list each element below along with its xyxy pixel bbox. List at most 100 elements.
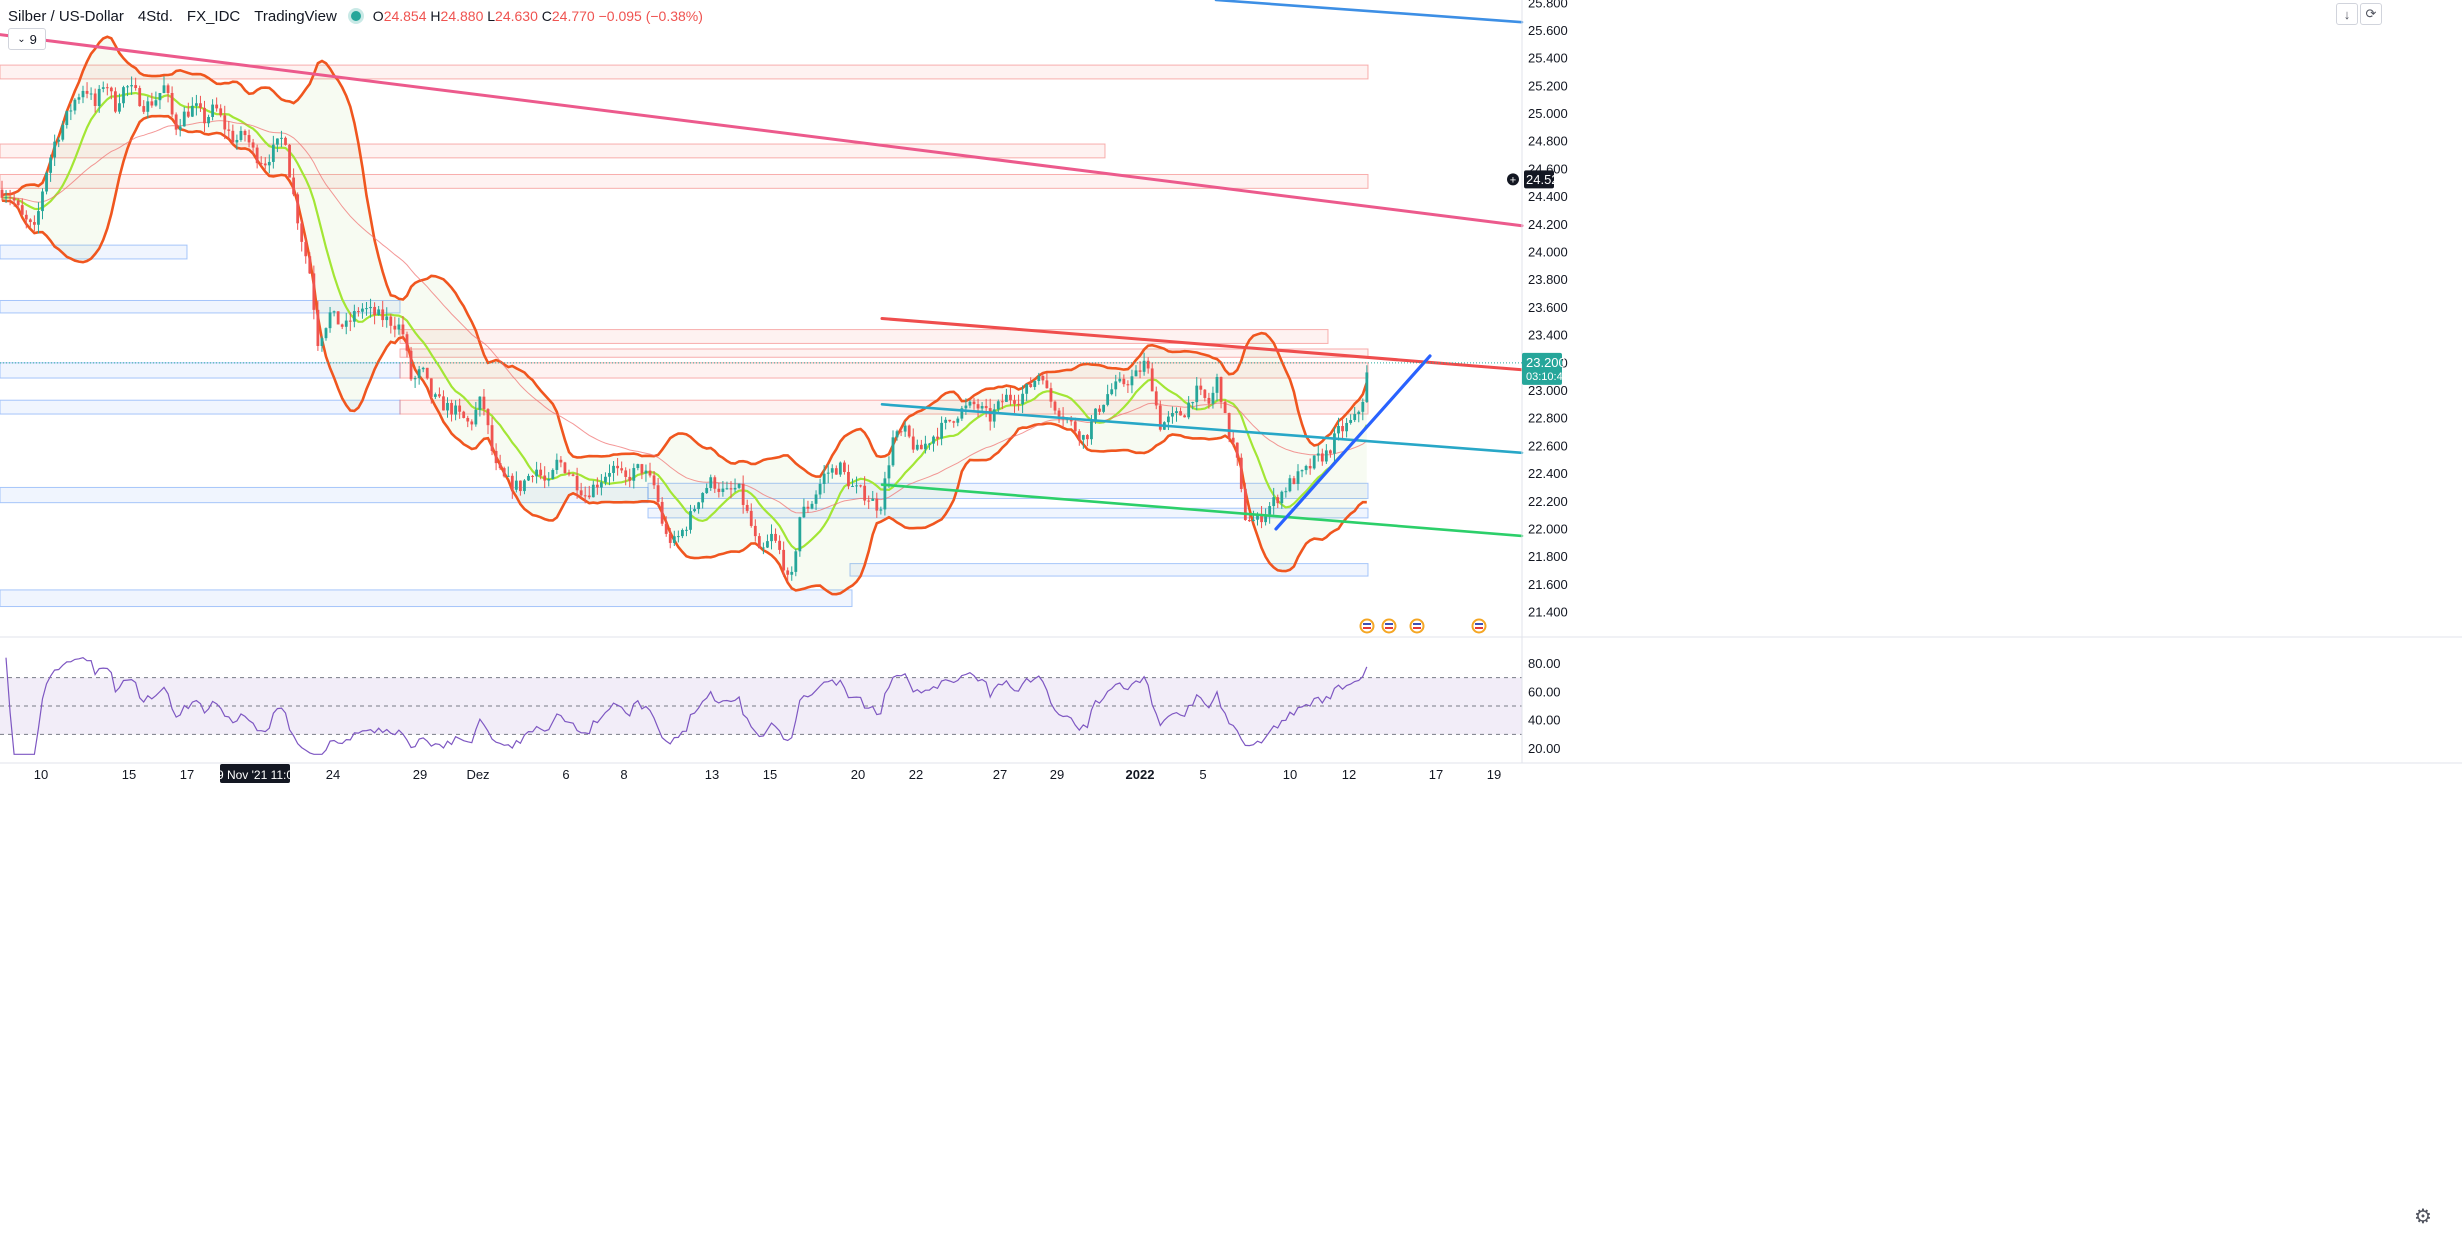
candle-body bbox=[1324, 450, 1328, 462]
refresh-button[interactable]: ⟳ bbox=[2360, 3, 2382, 25]
candle-body bbox=[16, 200, 20, 206]
resistance-trendline[interactable] bbox=[880, 317, 1524, 372]
rsi-pane bbox=[0, 657, 1522, 755]
candle-body bbox=[1264, 514, 1267, 523]
candle-body bbox=[1000, 401, 1004, 403]
resistance-zone bbox=[0, 173, 1369, 189]
downtrend-trendline[interactable] bbox=[0, 33, 1524, 228]
candle-body bbox=[255, 147, 259, 164]
candle-body bbox=[770, 533, 773, 542]
candle-body bbox=[1252, 519, 1255, 522]
channel_mid-trendline[interactable] bbox=[880, 403, 1524, 455]
close-value: 24.770 bbox=[551, 8, 595, 24]
trendlines-layer[interactable] bbox=[0, 0, 1524, 538]
candle-body bbox=[33, 222, 36, 225]
candle-body bbox=[199, 103, 202, 108]
price-tick-label: 24.000 bbox=[1528, 245, 1568, 260]
price-tick-label: 25.200 bbox=[1528, 78, 1568, 93]
candle-body bbox=[786, 570, 790, 575]
candle-body bbox=[822, 473, 826, 484]
candle-body bbox=[417, 369, 421, 379]
market-status-icon bbox=[350, 11, 361, 21]
candle-body bbox=[843, 462, 846, 472]
candle-body bbox=[749, 510, 753, 526]
candle-body bbox=[636, 464, 640, 469]
candle-body bbox=[519, 480, 522, 492]
candle-body bbox=[409, 350, 413, 380]
candle-body bbox=[146, 101, 150, 112]
candle-body bbox=[85, 90, 89, 94]
candle-body bbox=[267, 161, 271, 166]
candle-body bbox=[523, 480, 526, 492]
channel_low-trendline[interactable] bbox=[880, 483, 1524, 538]
time-tick-label: 17 bbox=[1429, 767, 1443, 782]
candle-body bbox=[1134, 370, 1138, 377]
event-flags-layer[interactable] bbox=[1359, 618, 1487, 634]
candle-body bbox=[482, 396, 486, 410]
candle-body bbox=[109, 87, 113, 92]
candle-body bbox=[316, 309, 320, 346]
candle-body bbox=[1272, 497, 1276, 507]
candle-body bbox=[1345, 422, 1348, 432]
low-label: L bbox=[487, 8, 496, 24]
candle-body bbox=[895, 431, 899, 438]
top_trend-trendline[interactable] bbox=[1214, 0, 1524, 24]
candle-body bbox=[340, 324, 344, 327]
event-flag-stripe bbox=[1363, 627, 1371, 629]
cursor-time-label: 19 Nov '21 11:00 bbox=[210, 768, 300, 782]
price-tick-label: 25.600 bbox=[1528, 23, 1568, 38]
candle-body bbox=[211, 104, 214, 117]
candle-body bbox=[1106, 394, 1110, 405]
candle-body bbox=[952, 421, 956, 423]
candle-body bbox=[587, 495, 591, 498]
candle-body bbox=[733, 487, 737, 490]
candle-body bbox=[826, 472, 830, 474]
candle-body bbox=[114, 91, 117, 112]
candle-body bbox=[421, 367, 425, 370]
candle-body bbox=[24, 214, 28, 220]
price-tick-label: 23.000 bbox=[1528, 383, 1568, 398]
event-flag-ring bbox=[1359, 618, 1375, 634]
uptrend-trendline[interactable] bbox=[1274, 354, 1432, 531]
candle-body bbox=[547, 478, 551, 481]
download-button[interactable]: ↓ bbox=[2336, 3, 2358, 25]
chevron-down-icon: ⌄ bbox=[17, 33, 26, 45]
rsi-tick-label: 20.00 bbox=[1528, 741, 1561, 756]
event-flag-icon[interactable] bbox=[1359, 618, 1375, 634]
indicator-toggle-button[interactable]: ⌄ 9 bbox=[8, 28, 46, 50]
candle-body bbox=[263, 163, 267, 166]
event-flag-stripe bbox=[1413, 623, 1421, 625]
symbol-name[interactable]: Silber / US-Dollar bbox=[8, 7, 124, 25]
axes-layer: 25.800 25.600 25.400 25.200 25.000 24.800 24.6… bbox=[0, 0, 2462, 782]
event-flag-icon[interactable] bbox=[1471, 618, 1487, 634]
candle-body bbox=[97, 88, 101, 106]
candle-body bbox=[1361, 401, 1365, 412]
price-tick-label: 22.000 bbox=[1528, 521, 1568, 536]
candle-body bbox=[320, 338, 324, 346]
candle-body bbox=[105, 87, 109, 89]
interval-label[interactable]: 4Std. bbox=[137, 7, 173, 25]
settings-button[interactable]: ⚙ bbox=[2412, 1205, 2434, 1228]
price-tick-label: 22.600 bbox=[1528, 438, 1568, 453]
candle-body bbox=[1005, 394, 1008, 402]
price-tick-label: 21.800 bbox=[1528, 549, 1568, 564]
candle-body bbox=[1292, 478, 1296, 484]
candle-body bbox=[705, 487, 709, 494]
candle-body bbox=[887, 465, 891, 479]
event-flag-icon[interactable] bbox=[1381, 618, 1397, 634]
candle-body bbox=[45, 172, 48, 192]
candle-body bbox=[231, 130, 235, 143]
candle-body bbox=[405, 334, 409, 351]
event-flag-stripe bbox=[1475, 623, 1483, 625]
open-label: O bbox=[372, 8, 384, 24]
event-flag-icon[interactable] bbox=[1409, 618, 1425, 634]
candle-body bbox=[992, 409, 996, 422]
gear-icon: ⚙ bbox=[2414, 1205, 2432, 1228]
candle-body bbox=[729, 488, 733, 490]
candle-body bbox=[685, 529, 688, 531]
candle-body bbox=[676, 536, 680, 538]
candle-body bbox=[1154, 391, 1158, 406]
time-tick-label: 12 bbox=[1342, 767, 1356, 782]
price-tick-label: 23.800 bbox=[1528, 272, 1568, 287]
